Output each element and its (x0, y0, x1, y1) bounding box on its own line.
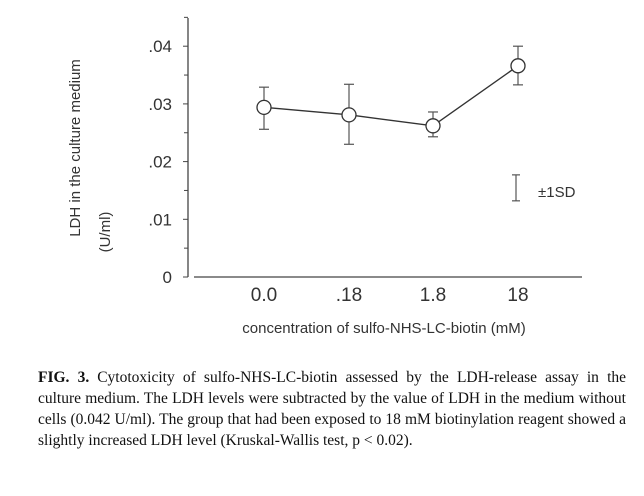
chart: 0 .01 .02 .03 .04 0.0 .18 1.8 18 LDH in the cult… (67, 16, 582, 337)
x-axis-label: concentration of sulfo-NHS-LC-biotin (mM… (242, 320, 525, 337)
marks (256, 45, 526, 202)
y-tick-label: 0 (163, 268, 172, 287)
y-axis-label: LDH in the culture medium (67, 59, 84, 237)
caption-text: Cytotoxicity of sulfo-NHS-LC-biotin asse… (38, 369, 627, 449)
x-tick-label: 1.8 (420, 285, 446, 306)
data-point (256, 99, 272, 116)
x-tick-label: 18 (507, 285, 528, 306)
data-point (510, 58, 526, 74)
x-tick-label: .18 (336, 285, 362, 306)
data-point (341, 107, 357, 123)
series-line (263, 65, 519, 127)
legend-label: ±1SD (538, 184, 576, 201)
y-tick-label: .03 (148, 95, 172, 114)
axes: 0 .01 .02 .03 .04 0.0 .18 1.8 18 (148, 16, 582, 306)
figure-caption: FIG. 3. Cytotoxicity of sulfo-NHS-LC-biot… (38, 367, 626, 451)
y-axis-unit: (U/ml) (97, 212, 114, 253)
x-tick-label: 0.0 (251, 285, 277, 306)
y-tick-label: .01 (148, 210, 172, 229)
caption-label: FIG. 3. (38, 369, 90, 386)
y-tick-label: .02 (148, 153, 172, 172)
data-point (425, 118, 441, 134)
y-tick-label: .04 (148, 37, 172, 56)
